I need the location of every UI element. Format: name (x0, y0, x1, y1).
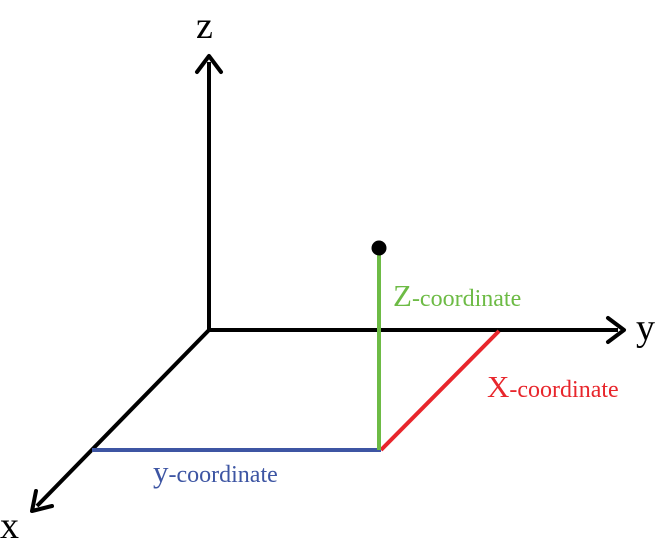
x-axis-arrowhead (30, 489, 54, 513)
x-coordinate-initial: X (487, 369, 509, 404)
y-coordinate-label: y-coordinate (153, 454, 278, 489)
y-coordinate-initial: y (153, 454, 169, 489)
y-axis-label: y (636, 307, 655, 349)
y-axis-arrowhead (606, 316, 626, 344)
x-coordinate-label: X-coordinate (487, 369, 619, 404)
y-coordinate-rest: -coordinate (169, 462, 278, 488)
z-coordinate-rest: -coordinate (412, 286, 521, 312)
z-axis-arrowhead (195, 54, 223, 74)
x-coordinate-rest: -coordinate (509, 377, 618, 403)
z-coordinate-label: Z-coordinate (393, 278, 521, 313)
point-marker (371, 240, 387, 256)
z-coordinate-initial: Z (393, 278, 412, 313)
x-axis-label: x (0, 505, 19, 547)
x-coordinate-segment (379, 329, 501, 452)
x-axis (35, 328, 211, 508)
z-axis-label: z (196, 5, 213, 47)
